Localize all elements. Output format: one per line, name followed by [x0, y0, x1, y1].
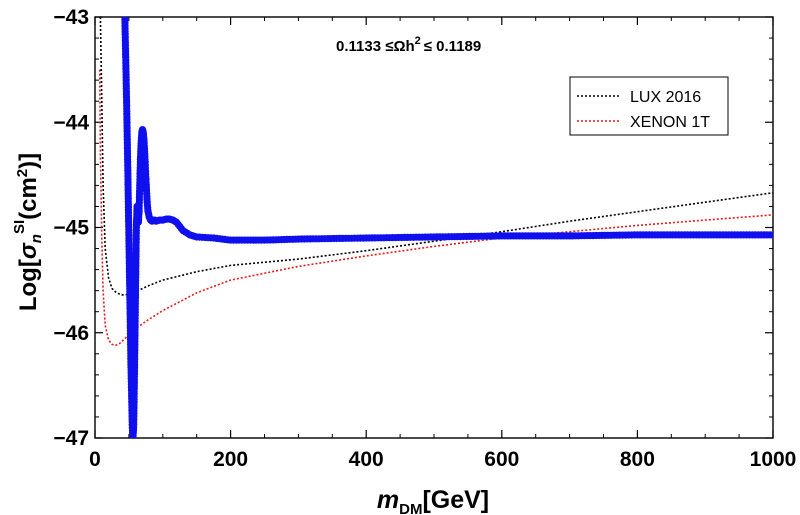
series-lux-2016: [99, 17, 773, 296]
y-tick-label: −47: [53, 427, 89, 450]
x-tick-label: 200: [213, 448, 248, 471]
x-tick-labels: 0 200 400 600 800 1000: [89, 448, 796, 471]
y-tick-label: −45: [53, 217, 89, 240]
legend-box: [569, 76, 729, 136]
y-tick-label: −43: [53, 6, 89, 29]
x-tick-label: 600: [484, 448, 519, 471]
series-relic-density-points: [121, 17, 773, 438]
x-tick-label: 0: [89, 448, 101, 471]
y-axis-label: Log[σnSI(cm2)]: [11, 153, 45, 311]
y-tick-label: −44: [53, 111, 89, 134]
x-tick-label: 400: [349, 448, 384, 471]
y-tick-label: −46: [53, 322, 89, 345]
series-layer: [98, 17, 773, 438]
data-point: [769, 231, 773, 239]
legend-lux-label: LUX 2016: [630, 89, 701, 106]
x-tick-label: 1000: [750, 448, 797, 471]
legend-xenon-label: XENON 1T: [630, 114, 710, 131]
x-tick-label: 800: [620, 448, 655, 471]
legend: LUX 2016 XENON 1T: [569, 76, 729, 136]
y-tick-labels: −47 −46 −45 −44 −43: [53, 6, 89, 450]
relic-density-annotation: 0.1133 ≤Ωh2 ≤ 0.1189: [336, 35, 481, 55]
axis-ticks: [94, 16, 774, 439]
x-axis-label: mDM[GeV]: [377, 486, 489, 515]
